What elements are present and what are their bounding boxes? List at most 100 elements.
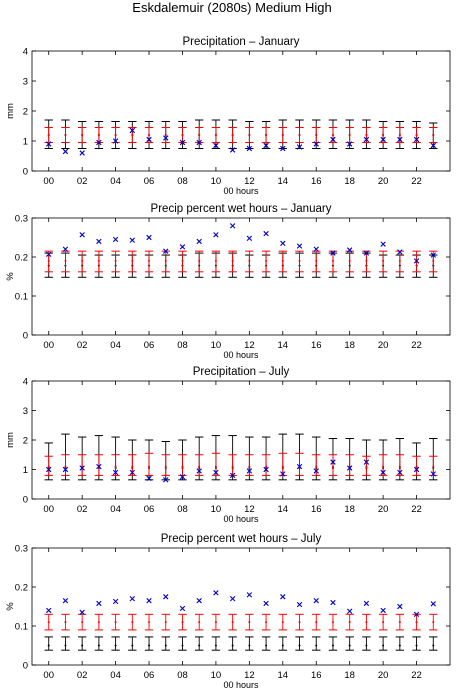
x-tick-label: 22	[411, 176, 422, 187]
errorbar-center-point	[265, 621, 268, 624]
x-marker	[213, 469, 219, 476]
errorbar-center-point	[265, 134, 268, 136]
x-tick-label: 16	[311, 504, 322, 515]
errorbar-black	[61, 636, 70, 651]
errorbar-red	[245, 250, 254, 273]
x-marker	[46, 251, 52, 257]
x-marker	[280, 594, 286, 600]
x-tick-label: 10	[211, 176, 222, 187]
x-marker-stroke	[229, 596, 236, 602]
chart-title: Precip percent wet hours – July	[161, 533, 322, 545]
x-marker-stroke	[112, 138, 119, 144]
x-marker	[330, 136, 336, 143]
errorbar-center-point	[198, 644, 201, 647]
x-marker	[146, 234, 152, 241]
errorbar-center-point	[265, 259, 268, 262]
x-marker-stroke	[296, 243, 303, 249]
x-tick-label: 00	[43, 176, 54, 187]
x-marker-stroke	[280, 240, 286, 247]
x-marker	[397, 249, 403, 255]
errorbar-center-point	[331, 134, 334, 136]
errorbar-center-point	[164, 465, 167, 468]
errorbar-center-point	[432, 259, 435, 262]
errorbar-red	[378, 613, 388, 631]
errorbar-center-point	[231, 465, 234, 468]
x-tick-label: 12	[244, 504, 255, 515]
errorbar-red	[77, 613, 87, 631]
x-marker	[96, 139, 102, 146]
errorbar-center-point	[214, 621, 217, 624]
errorbar-red	[195, 250, 204, 273]
errorbar-center-point	[265, 465, 268, 468]
x-marker	[363, 600, 370, 607]
errorbar-center-point	[382, 259, 385, 262]
errorbar-center-point	[298, 621, 301, 624]
errorbar-center-point	[47, 134, 50, 136]
errorbar-black	[178, 636, 187, 651]
x-tick-label: 12	[244, 670, 255, 681]
x-tick-label: 14	[278, 670, 289, 681]
x-marker	[330, 599, 336, 606]
x-marker-stroke	[96, 463, 102, 470]
x-tick-label: 10	[211, 670, 222, 681]
errorbar-center-point	[47, 644, 50, 647]
errorbar-center-point	[148, 134, 151, 136]
x-marker-stroke	[246, 592, 253, 598]
x-marker	[313, 141, 319, 147]
errorbar-center-point	[315, 259, 318, 262]
x-marker	[413, 136, 420, 143]
x-marker-stroke	[129, 469, 136, 476]
x-tick-label: 02	[77, 670, 88, 681]
x-tick-label: 22	[411, 504, 422, 515]
errorbar-black	[195, 636, 204, 651]
x-marker-stroke	[346, 608, 353, 614]
x-marker	[296, 463, 303, 470]
x-marker-stroke	[196, 597, 202, 604]
errorbar-center-point	[415, 465, 418, 468]
x-marker	[346, 247, 353, 253]
errorbar-center-point	[248, 465, 251, 468]
x-marker	[397, 603, 403, 610]
errorbar-center-point	[331, 644, 334, 647]
x-tick-label: 04	[110, 176, 121, 187]
y-tick-label: 1	[23, 137, 28, 148]
x-marker-stroke	[413, 136, 420, 143]
x-marker-stroke	[397, 136, 403, 143]
x-axis-label: 00 hours	[223, 514, 259, 524]
y-tick-label: 0	[23, 495, 28, 506]
errorbar-center-point	[348, 621, 351, 624]
errorbar-center-point	[47, 621, 50, 624]
x-marker	[363, 250, 370, 256]
errorbar-center-point	[365, 621, 368, 624]
x-marker	[96, 600, 102, 607]
errorbar-red	[245, 613, 254, 631]
errorbar-center-point	[198, 134, 201, 136]
x-marker-stroke	[79, 609, 85, 616]
errorbar-red	[278, 250, 287, 273]
errorbar-red	[111, 250, 120, 273]
errorbar-center-point	[365, 465, 368, 468]
errorbar-center-point	[97, 644, 100, 647]
errorbar-center-point	[365, 259, 368, 262]
x-tick-label: 16	[311, 340, 322, 351]
x-marker	[263, 142, 269, 149]
errorbar-center-point	[181, 644, 184, 647]
errorbar-center-point	[315, 134, 318, 136]
errorbar-center-point	[198, 621, 201, 624]
errorbar-center-point	[64, 259, 67, 262]
x-marker	[296, 601, 303, 608]
x-marker-stroke	[380, 241, 386, 247]
x-marker-stroke	[313, 468, 319, 474]
x-marker	[46, 141, 52, 147]
errorbar-center-point	[281, 621, 284, 624]
x-marker-stroke	[163, 477, 169, 483]
x-marker-stroke	[246, 145, 253, 152]
x-marker	[112, 138, 119, 144]
x-marker	[179, 244, 186, 250]
y-tick-label: 4	[23, 47, 28, 58]
x-marker-stroke	[363, 136, 370, 143]
x-marker	[430, 252, 436, 258]
x-tick-label: 08	[177, 340, 188, 351]
x-marker	[430, 142, 436, 149]
